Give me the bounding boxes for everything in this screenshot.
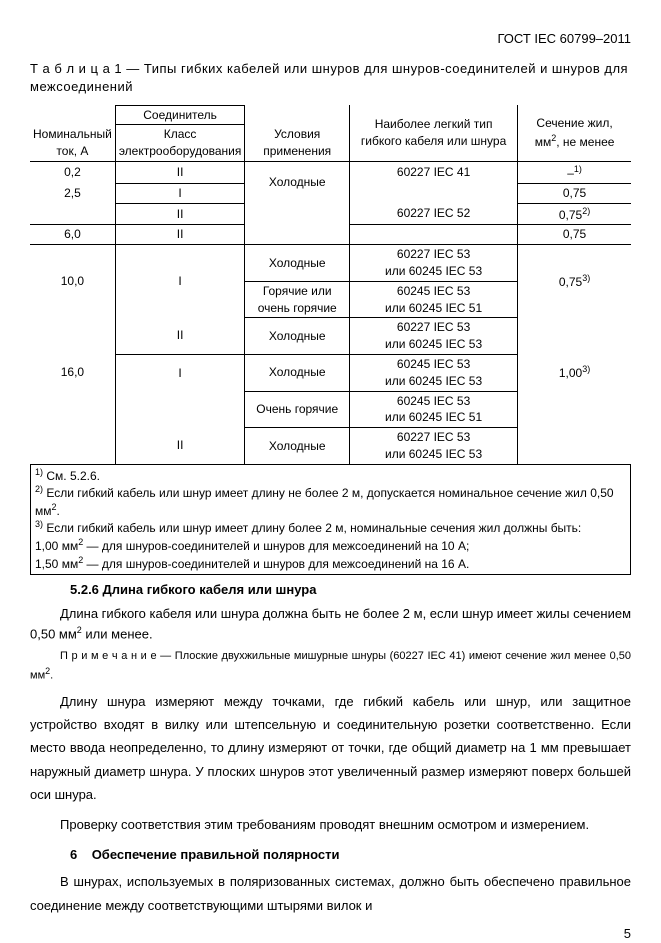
table-row: 6,0 II 0,75	[30, 225, 631, 245]
cell-sec: –	[567, 166, 574, 180]
para-1: Длина гибкого кабеля или шнура должна бы…	[30, 605, 631, 643]
table-row: 16,0 I Холодные 60245 IEC 53 или 60245 IE…	[30, 354, 631, 391]
table-row: II 60227 IEC 52 0,752)	[30, 203, 631, 225]
section-6-heading: 6 Обеспечение правильной полярности	[70, 846, 631, 864]
th-connector: Соединитель	[115, 105, 245, 125]
cable-types-table: Соединитель Наиболее легкий тип гибкого …	[30, 105, 631, 465]
cell-type: 60245 IEC 53	[397, 284, 470, 298]
cell-sec-sup: 3)	[582, 273, 590, 283]
note-1: См. 5.2.6.	[46, 469, 100, 483]
table-row: II Холодные 60227 IEC 53 или 60245 IEC 53	[30, 318, 631, 355]
cell-cond: Холодные	[245, 161, 350, 203]
cell-current: 2,5	[30, 183, 115, 203]
note-2a: Если гибкий кабель или шнур имеет длину …	[35, 486, 614, 518]
cell-sec: 0,75	[559, 275, 582, 289]
cell-current: 6,0	[30, 225, 115, 245]
table-row: 10,0 I Холодные 60227 IEC 53или 60245 IE…	[30, 245, 631, 282]
doc-header: ГОСТ IEC 60799–2011	[30, 30, 631, 48]
cell-cond: Холодные	[245, 318, 350, 355]
para-2: Длину шнура измеряют между точками, где …	[30, 690, 631, 807]
note-3b: 1,00 мм	[35, 539, 78, 553]
para-4: В шнурах, используемых в поляризованных …	[30, 870, 631, 917]
th-cable-type: Наиболее легкий тип гибкого кабеля или ш…	[361, 117, 506, 148]
table-row: 0,2 II Холодные 60227 IEC 41 –1)	[30, 161, 631, 183]
table-footnotes: 1) См. 5.2.6. 2) Если гибкий кабель или …	[30, 465, 631, 576]
cell-type: 60245 IEC 53	[397, 357, 470, 371]
cell-type-alt: или 60245 IEC 53	[385, 374, 482, 388]
cell-class: II	[115, 225, 245, 245]
cell-class: I	[115, 354, 245, 391]
section-526-title: 5.2.6 Длина гибкого кабеля или шнура	[70, 581, 631, 599]
table-caption: Т а б л и ц а 1 — Типы гибких кабелей ил…	[30, 60, 631, 96]
table-row: Очень горячие 60245 IEC 53 или 60245 IEC …	[30, 391, 631, 428]
cell-class: II	[115, 428, 245, 465]
note-prefix: П р и м е ч а н и е —	[60, 650, 175, 662]
para-3: Проверку соответствия этим требованиям п…	[30, 813, 631, 836]
para-1b: или менее.	[82, 626, 153, 641]
note-3a: Если гибкий кабель или шнур имеет длину …	[46, 521, 581, 535]
note-3c: 1,50 мм	[35, 557, 78, 571]
th-current: Номинальный ток, А	[30, 125, 115, 162]
cell-class: I	[115, 183, 245, 203]
cell-current: 16,0	[30, 354, 115, 391]
cell-sec: 0,75	[518, 183, 631, 203]
cell-type-alt: или 60245 IEC 51	[385, 301, 482, 315]
cell-sec: 0,75	[559, 208, 582, 222]
cell-sec-sup: 3)	[582, 364, 590, 374]
th-sec-a: Сечение жил,	[536, 116, 612, 130]
cell-type-alt: или 60245 IEC 53	[385, 337, 482, 351]
cell-class: I	[115, 245, 245, 318]
th-conditions: Условия применения	[245, 125, 350, 162]
para-note: П р и м е ч а н и е — Плоские двухжильны…	[30, 649, 631, 683]
cell-type: 60227 IEC 41	[350, 161, 518, 183]
cell-current: 0,2	[30, 161, 115, 183]
cell-sec: 0,75	[518, 225, 631, 245]
cell-current: 10,0	[30, 245, 115, 318]
note-3c2: — для шнуров-соединителей и шнуров для м…	[83, 557, 469, 571]
cell-cond: Холодные	[245, 354, 350, 391]
cell-cond: Горячие или	[263, 284, 332, 298]
page-number: 5	[30, 925, 631, 943]
cell-cond-b: очень горячие	[258, 301, 337, 315]
cell-type: 60245 IEC 53	[397, 394, 470, 408]
cell-sec-sup: 1)	[574, 164, 582, 174]
cell-cond: Холодные	[245, 428, 350, 465]
table-row: II Холодные 60227 IEC 53 или 60245 IEC 53	[30, 428, 631, 465]
cell-cond: Холодные	[245, 245, 350, 282]
cell-type-alt: или 60245 IEC 53	[385, 264, 482, 278]
cell-type: 60227 IEC 53	[397, 430, 470, 444]
cell-type: 60227 IEC 52	[350, 203, 518, 225]
th-class: Класс электрооборудования	[115, 125, 245, 162]
section-6-num: 6	[70, 847, 77, 862]
cell-type-alt: или 60245 IEC 51	[385, 410, 482, 424]
cell-type-alt: или 60245 IEC 53	[385, 447, 482, 461]
cell-class: II	[115, 161, 245, 183]
table-caption-prefix: Т а б л и ц а 1 —	[30, 61, 144, 76]
cell-class: II	[115, 318, 245, 355]
cell-sec-sup: 2)	[582, 206, 590, 216]
th-sec-b: мм	[535, 135, 552, 149]
cell-class: II	[115, 203, 245, 225]
cell-type: 60227 IEC 53	[397, 247, 470, 261]
cell-cond: Очень горячие	[245, 391, 350, 428]
cell-type: 60227 IEC 53	[397, 320, 470, 334]
cell-sec: 1,00	[559, 366, 582, 380]
section-6-title: Обеспечение правильной полярности	[92, 847, 340, 862]
note-3b2: — для шнуров-соединителей и шнуров для м…	[83, 539, 469, 553]
th-sec-c: , не менее	[556, 135, 614, 149]
